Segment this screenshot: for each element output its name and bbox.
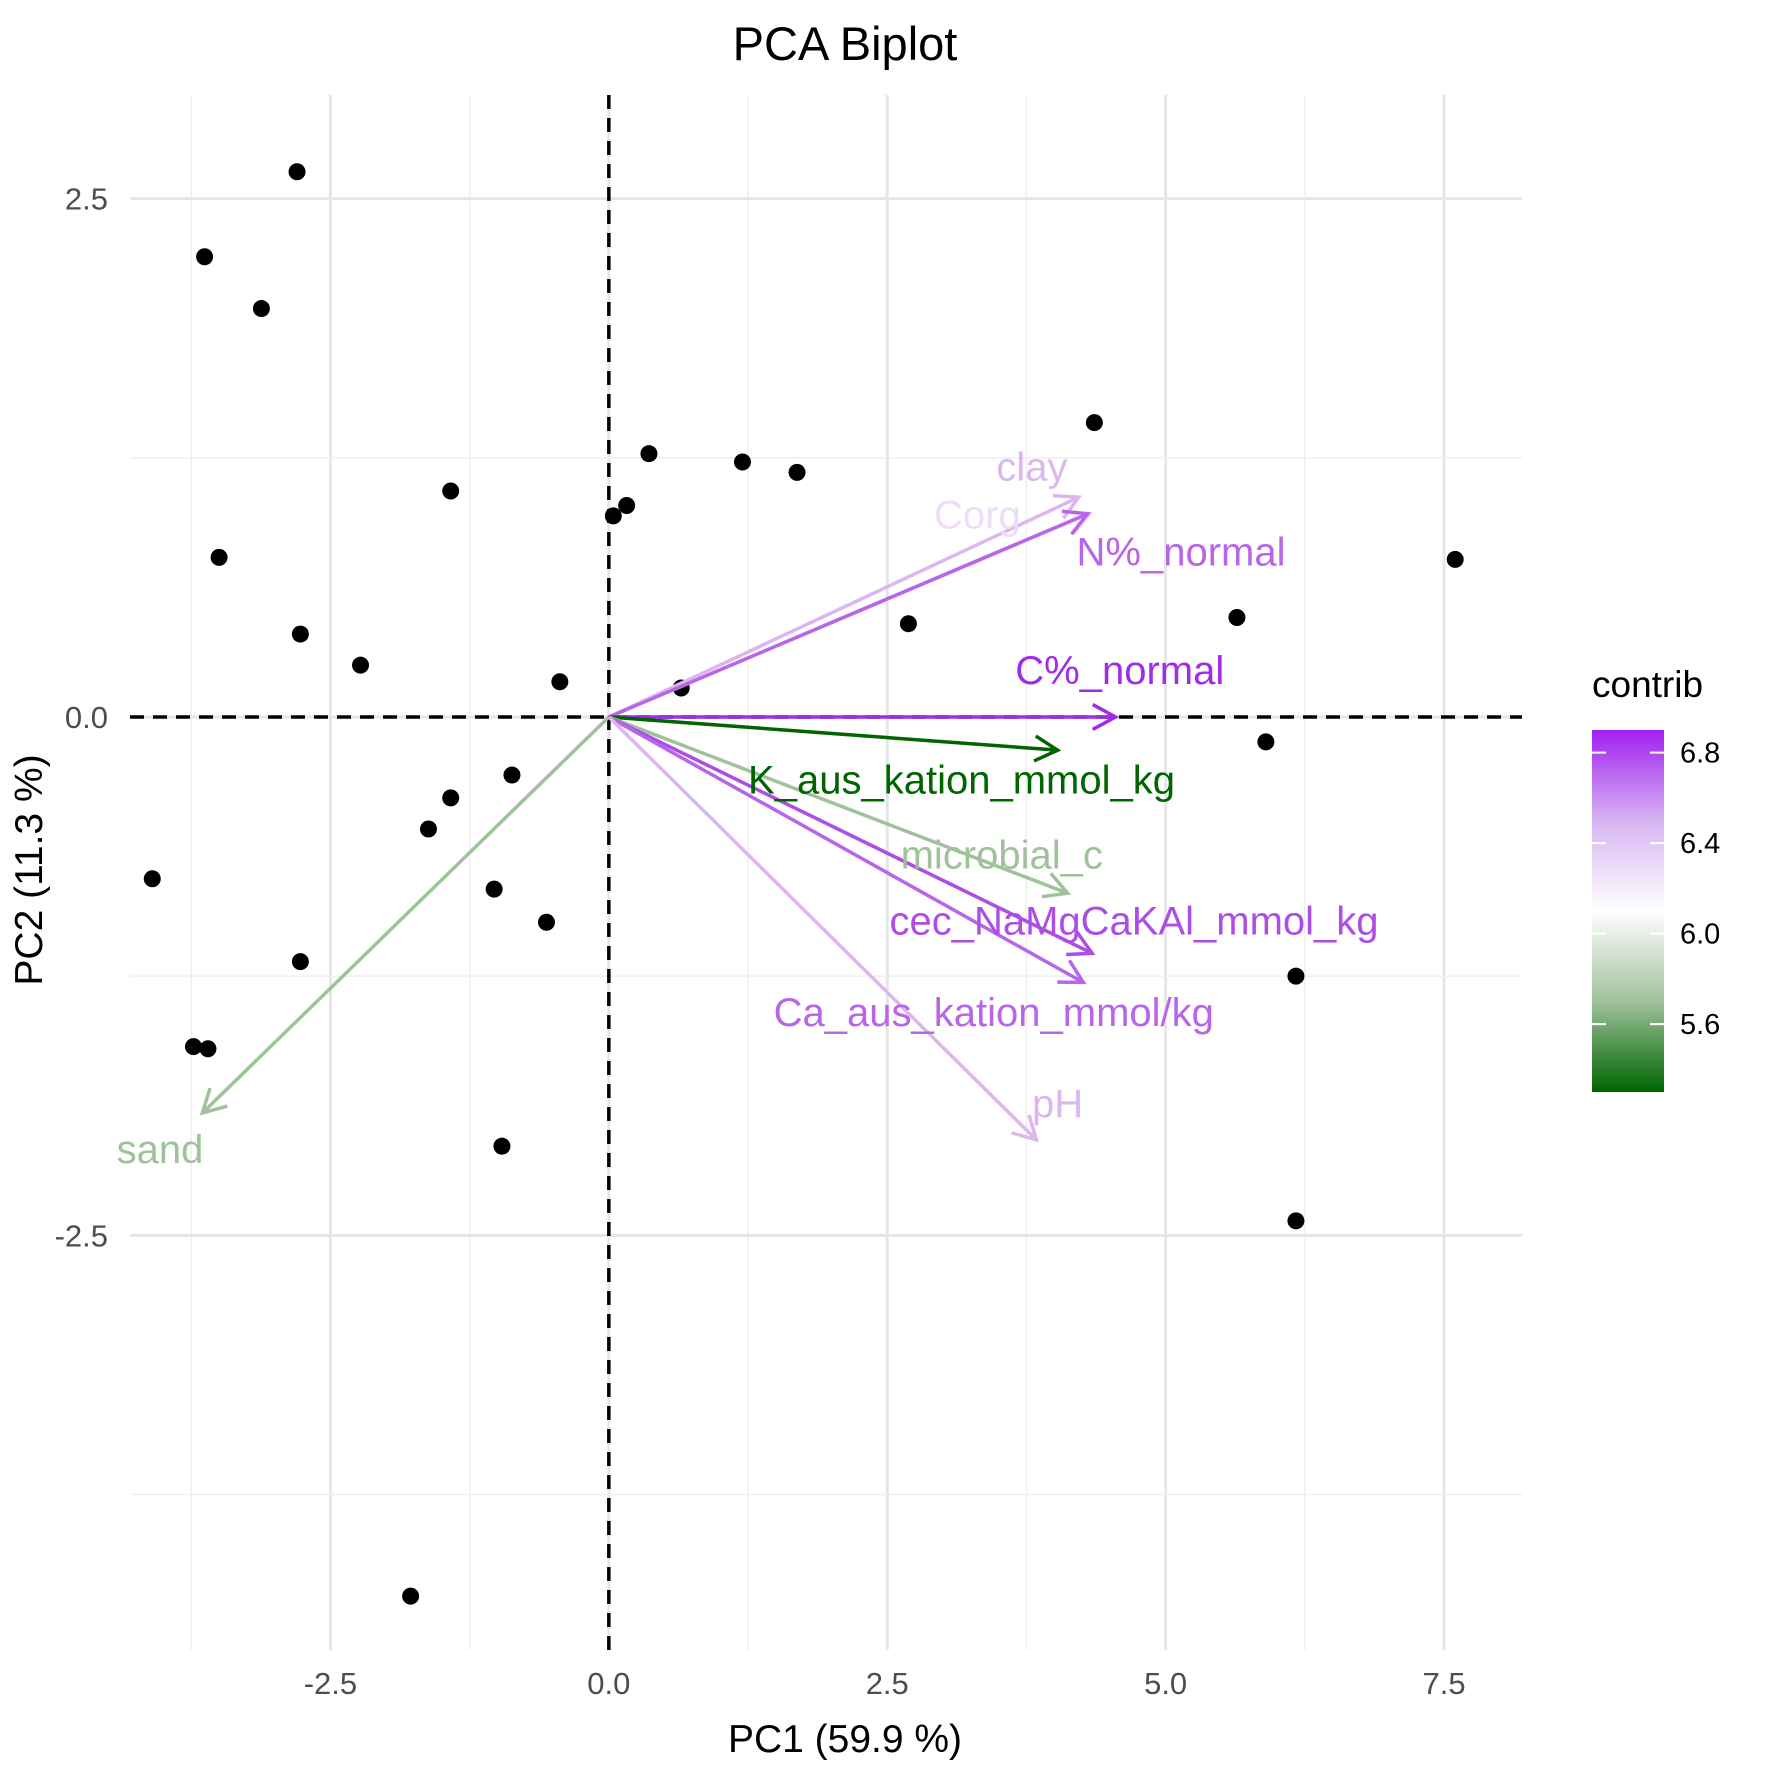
data-point	[143, 870, 161, 888]
data-point	[199, 1040, 217, 1058]
data-point	[419, 820, 437, 838]
x-axis-title: PC1 (59.9 %)	[728, 1718, 962, 1761]
data-point	[1228, 608, 1246, 626]
variable-label: K_aus_kation_mmol_kg	[748, 759, 1175, 803]
data-point	[733, 453, 751, 471]
arrow-shaft	[608, 495, 1080, 719]
variable-label: cec_NaMgCaKAl_mmol_kg	[889, 900, 1378, 944]
variable-arrow	[607, 715, 1087, 985]
observation-points	[143, 163, 1464, 1605]
legend-tick-label: 6.4	[1680, 828, 1720, 860]
y-axis-ticks: 2.5 0.0 -2.5	[55, 182, 108, 1254]
arrow-head	[1061, 509, 1092, 536]
data-point	[485, 880, 503, 898]
data-point	[604, 507, 622, 525]
data-point	[1446, 550, 1464, 568]
data-point	[402, 1587, 420, 1605]
x-tick-label: 0.0	[587, 1666, 630, 1701]
x-axis-ticks: -2.5 0.0 2.5 5.0 7.5	[304, 1666, 1466, 1701]
data-point	[210, 548, 228, 566]
arrow-head	[1010, 1114, 1040, 1143]
data-point	[537, 913, 555, 931]
arrow-shaft	[608, 715, 1093, 955]
data-point	[291, 625, 309, 643]
y-tick-label: 0.0	[65, 700, 108, 735]
data-point	[899, 615, 917, 633]
variable-arrow	[199, 715, 611, 1116]
arrow-shaft	[608, 715, 1058, 752]
arrow-head	[199, 1087, 228, 1116]
data-point	[503, 766, 521, 784]
arrow-head	[1057, 959, 1087, 985]
arrow-head	[1066, 931, 1096, 957]
variable-label: C%_normal	[1015, 649, 1224, 693]
data-point	[252, 300, 270, 318]
x-tick-label: 2.5	[866, 1666, 909, 1701]
variable-arrow	[608, 715, 1096, 957]
arrow-head	[1033, 734, 1062, 763]
arrow-shaft	[607, 715, 1038, 1142]
data-point	[184, 1038, 202, 1056]
arrow-shaft	[607, 715, 1085, 984]
arrow-shaft	[608, 715, 1069, 895]
legend-tick-label: 6.0	[1680, 919, 1720, 951]
data-point	[291, 953, 309, 971]
data-point	[1257, 733, 1275, 751]
x-tick-label: -2.5	[304, 1666, 357, 1701]
variable-arrows	[199, 493, 1120, 1143]
x-tick-label: 5.0	[1144, 1666, 1187, 1701]
variable-label: Corg	[934, 493, 1021, 537]
variable-label: microbial_c	[901, 833, 1103, 877]
reference-lines	[130, 95, 1522, 1650]
data-point	[640, 445, 658, 463]
data-point	[551, 673, 569, 691]
data-point	[288, 163, 306, 181]
arrow-head	[1041, 872, 1072, 899]
legend-title: contrib	[1592, 664, 1703, 705]
arrow-head	[1091, 702, 1120, 732]
y-axis-title: PC2 (11.3 %)	[8, 754, 51, 985]
variable-label: pH	[1032, 1082, 1083, 1126]
y-tick-label: -2.5	[55, 1218, 108, 1253]
chart-title: PCA Biplot	[733, 17, 958, 70]
data-point	[442, 789, 460, 807]
x-tick-label: 7.5	[1422, 1666, 1465, 1701]
legend-colorbar	[1592, 730, 1664, 1092]
variable-arrow	[607, 715, 1040, 1143]
legend: contrib 6.8 6.4 6.0 5.6	[1592, 664, 1720, 1092]
arrow-shaft	[201, 715, 611, 1115]
data-point	[352, 656, 370, 674]
variable-arrow	[608, 715, 1072, 899]
variable-arrow	[608, 715, 1062, 763]
variable-arrow	[608, 702, 1120, 732]
legend-tick-label: 5.6	[1680, 1009, 1720, 1041]
variable-label: sand	[117, 1128, 204, 1172]
data-point	[618, 497, 636, 515]
grid	[130, 95, 1522, 1650]
variable-label: Ca_aus_kation_mmol/kg	[774, 991, 1214, 1035]
data-point	[788, 463, 806, 481]
data-point	[442, 482, 460, 500]
y-tick-label: 2.5	[65, 182, 108, 217]
data-point	[493, 1137, 511, 1155]
variable-arrow	[608, 509, 1092, 719]
data-point	[1287, 967, 1305, 985]
variable-label: N%_normal	[1077, 531, 1286, 575]
legend-tick-label: 6.8	[1680, 738, 1720, 770]
variable-label: clay	[996, 446, 1067, 490]
arrow-shaft	[608, 512, 1089, 719]
data-point	[1085, 414, 1103, 432]
data-point	[196, 248, 214, 266]
data-point	[1287, 1212, 1305, 1230]
